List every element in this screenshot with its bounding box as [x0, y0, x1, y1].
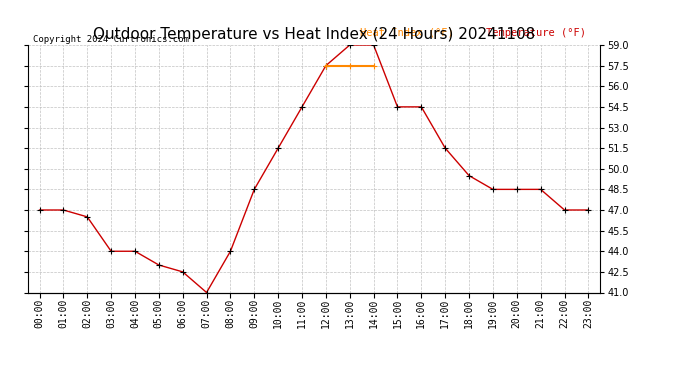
Text: Heat Index (°F): Heat Index (°F)	[359, 28, 453, 38]
Text: Temperature (°F): Temperature (°F)	[486, 28, 586, 38]
Text: Copyright 2024 Curtronics.com: Copyright 2024 Curtronics.com	[33, 35, 189, 44]
Title: Outdoor Temperature vs Heat Index (24 Hours) 20241108: Outdoor Temperature vs Heat Index (24 Ho…	[93, 27, 535, 42]
